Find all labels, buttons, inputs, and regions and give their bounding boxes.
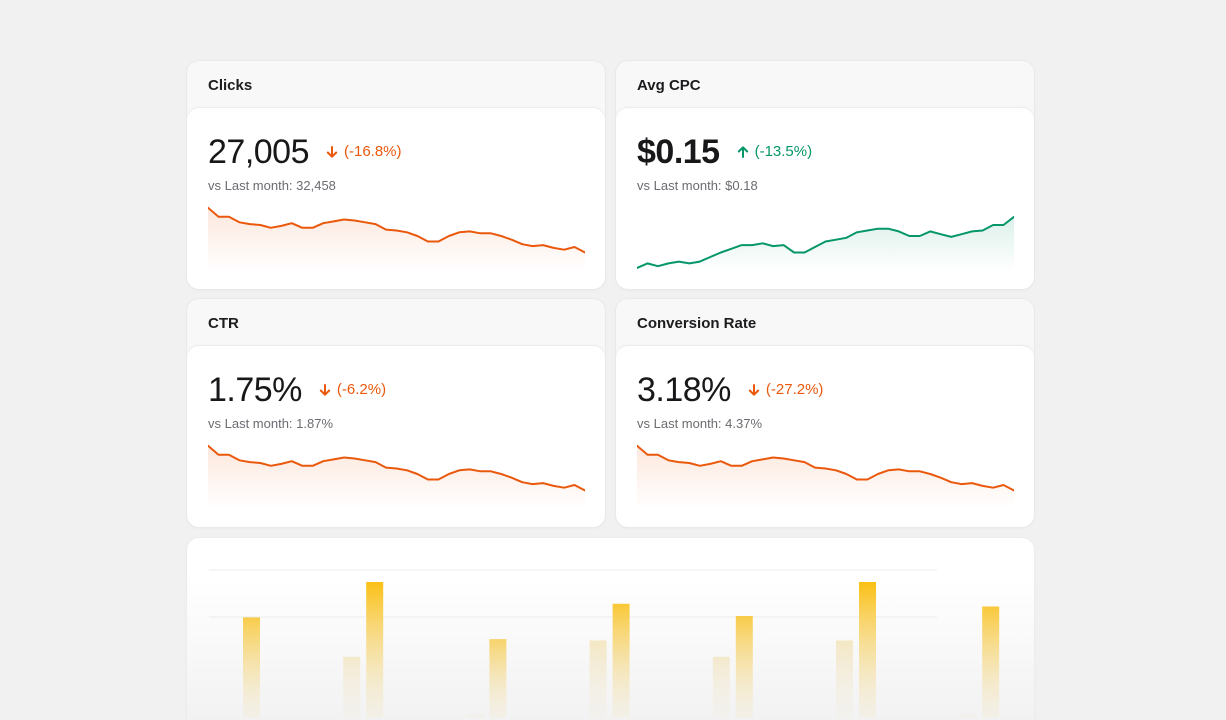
delta-badge: (-13.5%) (736, 143, 813, 161)
sparkline-chart (637, 215, 1014, 271)
metric-value: $0.15 (637, 133, 720, 171)
bar-previous (343, 656, 361, 718)
bar-current (982, 606, 1000, 718)
bar-previous (589, 640, 607, 718)
arrow-up-icon (737, 146, 748, 158)
bar-previous (712, 656, 730, 718)
delta-text: (-27.2%) (765, 381, 824, 398)
bar-current (859, 582, 876, 718)
bar-previous (959, 713, 977, 718)
sparkline-line (208, 206, 585, 254)
metric-value: 3.18% (637, 371, 731, 409)
metric-value: 1.75% (208, 371, 302, 409)
metric-row: 3.18% (-27.2%) (637, 370, 823, 410)
delta-badge: (-27.2%) (747, 381, 824, 399)
arrow-down-icon (326, 146, 338, 158)
sparkline-area (637, 216, 1014, 271)
card-body: 1.75% (-6.2%) vs Last month: 1.87% (187, 346, 605, 527)
metric-row: 1.75% (-6.2%) (208, 370, 386, 410)
metric-row: $0.15 (-13.5%) (637, 132, 812, 172)
sparkline-line (208, 444, 585, 492)
bar-current (735, 616, 753, 718)
sparkline-line (637, 444, 1014, 492)
delta-badge: (-6.2%) (318, 381, 386, 399)
card-title: CTR (208, 315, 239, 332)
bar-chart (209, 569, 1000, 718)
comparison-text: vs Last month: $0.18 (637, 178, 758, 193)
delta-badge: (-16.8%) (325, 143, 402, 161)
clicks-card: Clicks 27,005 (-16.8%) vs Last month: 32… (187, 61, 605, 289)
metric-row: 27,005 (-16.8%) (208, 132, 402, 172)
comparison-text: vs Last month: 1.87% (208, 416, 334, 431)
card-title: Conversion Rate (637, 315, 757, 332)
bar-chart-card (187, 538, 1034, 720)
bar-current (489, 639, 507, 718)
card-body: 3.18% (-27.2%) vs Last month: 4.37% (616, 346, 1034, 527)
conversion-rate-card: Conversion Rate 3.18% (-27.2%) vs Last m… (616, 299, 1034, 527)
sparkline-chart (637, 444, 1014, 509)
delta-text: (-13.5%) (754, 143, 813, 160)
sparkline-chart (208, 206, 585, 271)
card-body: $0.15 (-13.5%) vs Last month: $0.18 (616, 108, 1034, 289)
bar-previous (466, 713, 484, 718)
avg-cpc-card: Avg CPC $0.15 (-13.5%) vs Last month: $0… (616, 61, 1034, 289)
arrow-down-icon (319, 384, 331, 396)
bar-previous (836, 640, 853, 718)
bar-current (612, 603, 630, 718)
ctr-card: CTR 1.75% (-6.2%) vs Last month: 1.87% (187, 299, 605, 527)
arrow-down-icon (748, 384, 760, 396)
delta-text: (-6.2%) (336, 381, 387, 398)
comparison-text: vs Last month: 32,458 (208, 178, 336, 193)
card-body: 27,005 (-16.8%) vs Last month: 32,458 (187, 108, 605, 289)
card-title: Avg CPC (637, 77, 701, 94)
bar-current (243, 617, 260, 718)
sparkline-area (208, 207, 585, 271)
comparison-text: vs Last month: 4.37% (637, 416, 763, 431)
sparkline-area (637, 445, 1014, 509)
sparkline-area (208, 445, 585, 509)
delta-text: (-16.8%) (344, 143, 402, 160)
sparkline-line (637, 215, 1014, 269)
metric-value: 27,005 (208, 133, 310, 171)
card-title: Clicks (208, 77, 253, 94)
sparkline-chart (208, 444, 585, 509)
bar-current (366, 582, 384, 718)
